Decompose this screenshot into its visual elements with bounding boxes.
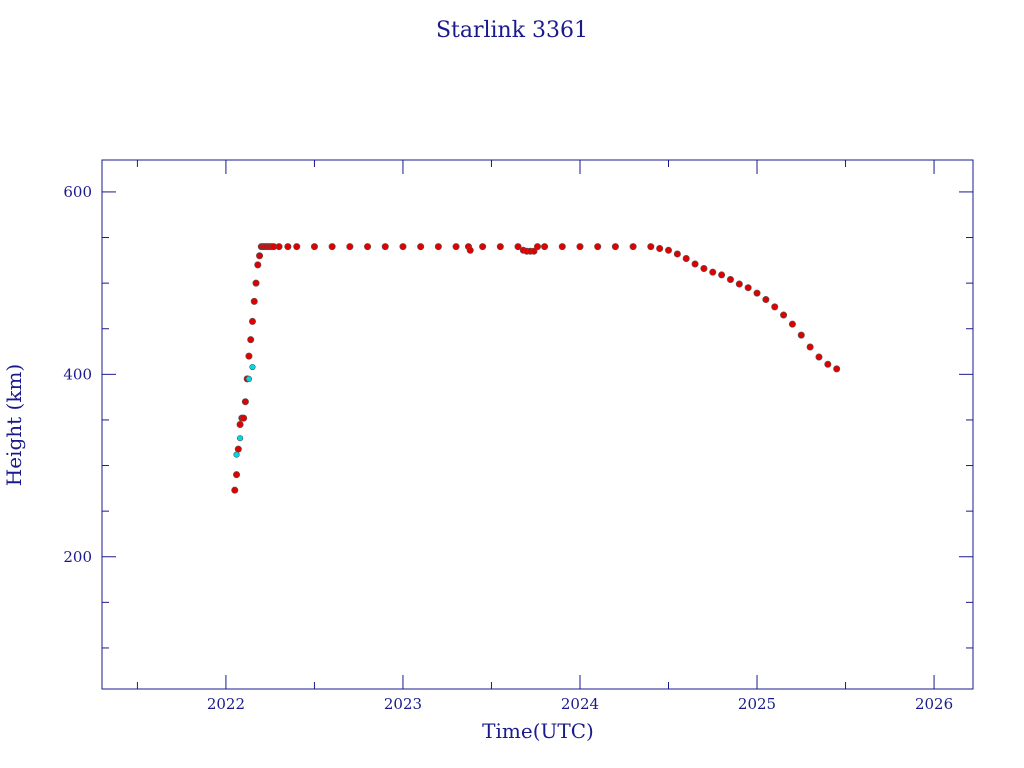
data-point-red [514,243,522,251]
data-point-red [718,271,726,279]
y-tick-label: 400 [63,365,92,383]
y-tick-label: 200 [63,548,92,566]
data-point-red [806,343,814,351]
ticks-layer [102,160,973,689]
data-point-red [275,243,283,251]
data-point-red [245,352,253,360]
data-point-red [399,243,407,251]
data-point-red [771,303,779,311]
data-point-red [815,353,823,361]
data-point-red [479,243,487,251]
data-point-red [744,284,752,292]
data-point-red [673,250,681,258]
data-point-cyan [249,363,256,371]
data-point-red [254,261,262,269]
data-point-cyan [245,375,253,382]
x-axis-label: Time(UTC) [482,719,594,743]
data-point-red [452,243,460,251]
x-tick-label: 2023 [384,695,422,713]
y-axis-label: Height (km) [2,364,26,486]
plot-frame [101,159,974,690]
x-tick-label: 2022 [207,695,245,713]
data-point-red [576,243,584,251]
data-point-red [594,243,602,251]
data-point-red [656,244,664,252]
tick-labels: 2022 2023 2024 2025 2026 200 400 600 [63,183,953,713]
y-tick-label: 600 [63,183,92,201]
data-point-red [533,243,541,251]
data-point-red [241,398,249,406]
data-point-red [691,260,699,268]
data-point-red [256,252,264,260]
data-point-red [762,296,770,304]
data-point-red [328,243,336,251]
data-point-red [824,360,832,368]
x-tick-label: 2024 [561,695,599,713]
data-point-red [284,243,292,251]
data-point-red [417,243,425,251]
data-point-red [496,243,504,251]
data-point-red [240,414,248,422]
data-point-red [247,336,255,344]
data-point-red [541,243,549,251]
data-point-red [647,243,655,251]
data-point-red [346,243,354,251]
data-point-red [833,365,841,373]
data-point-red [611,243,619,251]
data-point-red [726,275,734,283]
x-tick-label: 2025 [738,695,776,713]
data-point-red [700,265,708,273]
data-point-red [629,243,637,251]
chart-title: Starlink 3361 [436,18,588,43]
data-point-red [381,243,389,251]
data-point-red [252,279,260,287]
data-points [231,243,841,494]
data-point-red [434,243,442,251]
data-point-red [250,297,258,305]
data-point-red [788,320,796,328]
data-point-red [753,289,761,297]
data-point-red [233,471,241,479]
data-point-cyan [236,435,244,442]
data-point-red [293,243,301,251]
data-point-red [797,331,805,339]
data-point-red [310,243,318,251]
data-point-red [236,420,244,428]
data-point-cyan [233,451,240,458]
x-tick-label: 2026 [915,695,953,713]
data-point-red [735,280,743,288]
data-point-red [558,243,566,251]
data-point-red [780,311,788,319]
data-point-red [466,246,474,254]
data-point-red [682,255,690,263]
data-point-red [665,246,673,254]
data-point-red [234,445,242,453]
data-point-red [709,268,717,276]
data-point-red [231,486,239,494]
data-point-red [364,243,372,251]
data-point-red [530,247,538,255]
data-point-red [248,317,256,325]
